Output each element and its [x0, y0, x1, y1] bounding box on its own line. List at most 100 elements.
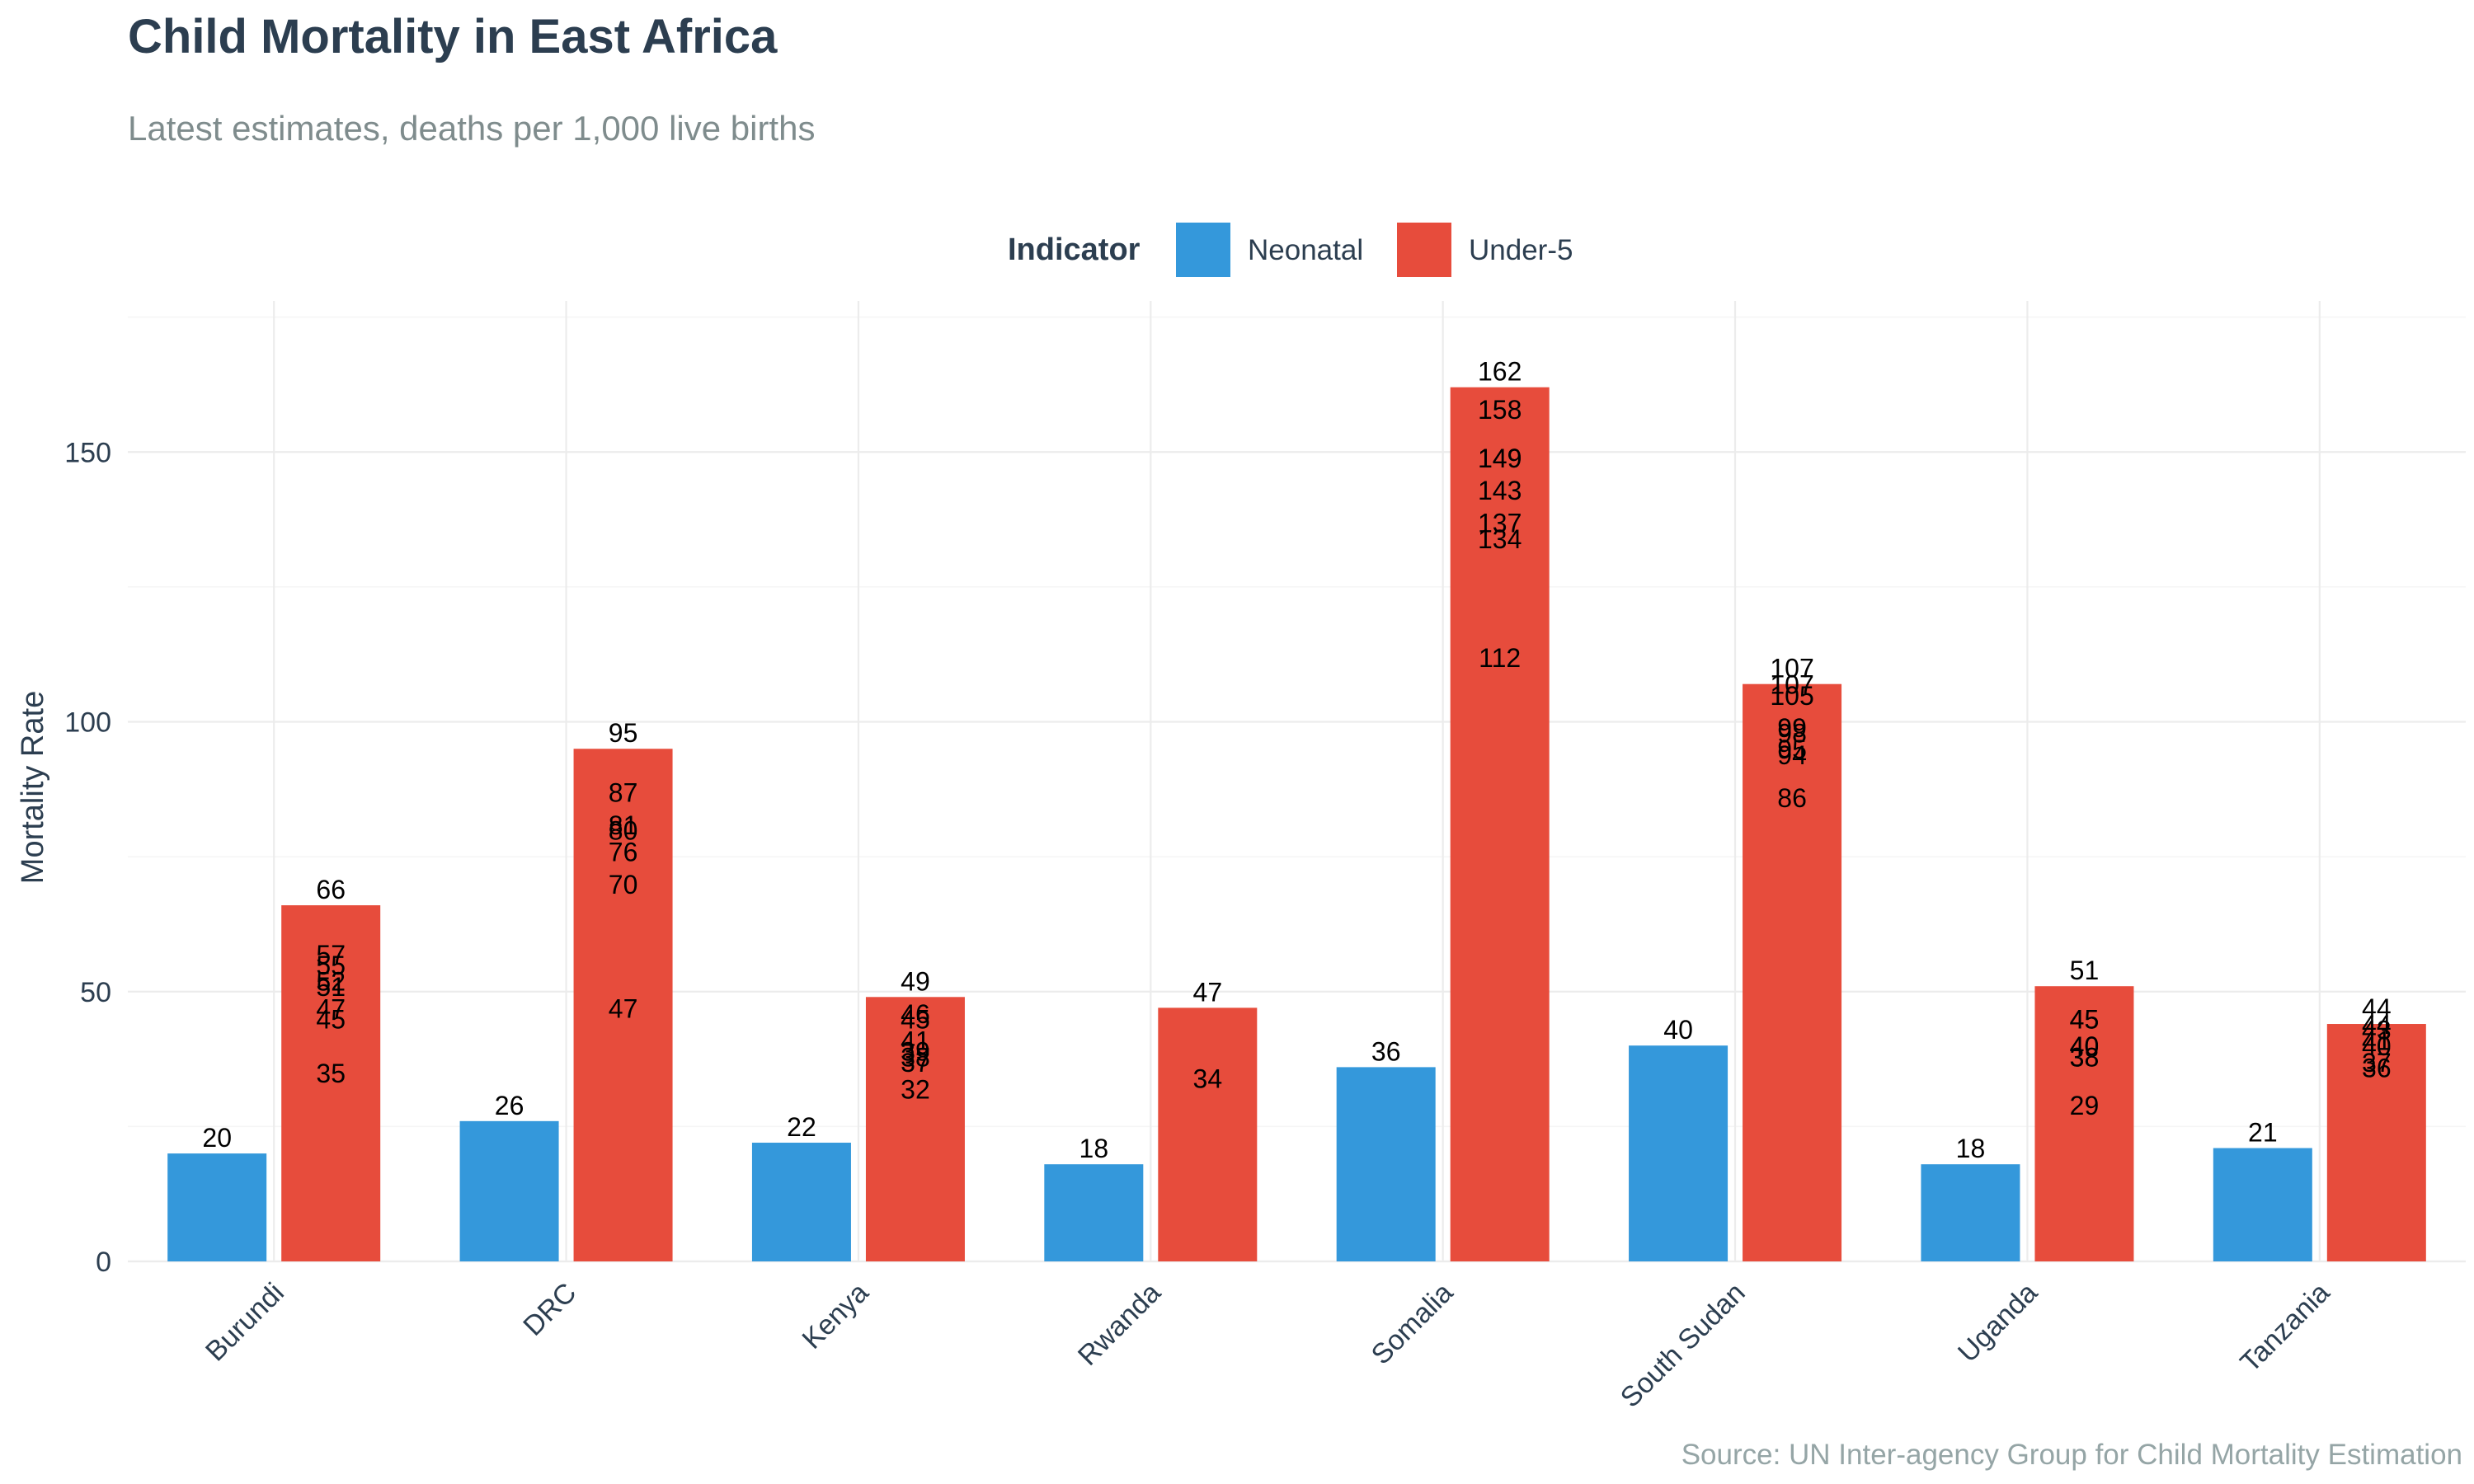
overlay-label: 95	[1777, 735, 1807, 764]
overlay-label: 51	[316, 972, 346, 1002]
legend-label-neonatal: Neonatal	[1248, 234, 1363, 266]
overlay-label: 149	[1478, 444, 1522, 473]
overlay-label: 40	[2362, 1031, 2392, 1061]
overlay-label: 87	[609, 778, 638, 808]
overlay-label: 45	[901, 1004, 930, 1034]
bar-under5-drc	[573, 749, 673, 1261]
overlay-label: 34	[1193, 1064, 1223, 1093]
overlay-label: 37	[901, 1048, 930, 1078]
bar-neonatal-somalia	[1336, 1067, 1436, 1261]
overlay-label: 29	[2070, 1091, 2100, 1120]
overlay-label: 70	[609, 870, 638, 899]
overlay-label: 76	[609, 838, 638, 867]
overlay-label: 46	[901, 999, 930, 1029]
overlay-label: 94	[1777, 740, 1807, 770]
x-tick-label: DRC	[517, 1277, 582, 1342]
bar-neonatal-burundi	[167, 1153, 267, 1261]
data-label: 36	[1371, 1036, 1401, 1066]
legend-label-under5: Under-5	[1469, 234, 1573, 266]
data-label: 20	[202, 1123, 232, 1153]
bar-neonatal-rwanda	[1044, 1164, 1144, 1261]
overlay-label: 158	[1478, 395, 1522, 425]
data-label: 51	[2070, 956, 2100, 985]
overlay-label: 36	[2362, 1053, 2392, 1082]
x-tick-label: Rwanda	[1072, 1277, 1167, 1372]
x-tick-label: Uganda	[1952, 1277, 2044, 1369]
overlay-label: 47	[316, 993, 346, 1023]
overlay-label: 134	[1478, 524, 1522, 554]
bars	[167, 387, 2426, 1261]
overlay-label: 45	[2070, 1004, 2100, 1034]
data-label: 107	[1770, 654, 1813, 683]
overlay-label: 32	[901, 1075, 930, 1105]
overlay-label: 38	[901, 1042, 930, 1072]
overlay-label: 137	[1478, 508, 1522, 538]
y-tick-label: 100	[64, 707, 111, 739]
bar-under5-south-sudan	[1743, 683, 1842, 1261]
data-label: 22	[787, 1112, 816, 1142]
overlay-label: 38	[2070, 1042, 2100, 1072]
y-tick-label: 0	[96, 1247, 111, 1278]
bar-neonatal-uganda	[1921, 1164, 2020, 1261]
data-label: 40	[1663, 1015, 1693, 1045]
chart-title: Child Mortality in East Africa	[128, 10, 778, 63]
grid	[128, 301, 2466, 1263]
bar-under5-uganda	[2034, 986, 2134, 1261]
bar-under5-kenya	[865, 997, 965, 1261]
x-tick-label: Tanzania	[2234, 1277, 2335, 1378]
data-label: 44	[2362, 993, 2392, 1023]
data-label: 162	[1478, 357, 1522, 387]
overlay-label: 35	[316, 1059, 346, 1088]
overlay-label: 45	[316, 1004, 346, 1034]
bar-neonatal-south-sudan	[1629, 1045, 1729, 1261]
data-label: 18	[1079, 1134, 1109, 1163]
bar-under5-burundi	[281, 905, 381, 1261]
overlay-label: 105	[1770, 681, 1813, 711]
data-labels: 2066575552514745352695878180767047224946…	[202, 357, 2391, 1163]
bar-under5-rwanda	[1158, 1007, 1258, 1261]
overlay-label: 98	[1777, 719, 1807, 749]
data-label: 21	[2248, 1118, 2278, 1148]
data-label: 18	[1956, 1134, 1986, 1163]
overlay-label: 39	[901, 1037, 930, 1067]
overlay-label: 40	[2070, 1031, 2100, 1061]
overlay-label: 45	[2070, 1004, 2100, 1034]
data-label: 95	[609, 718, 638, 748]
x-tick-label: South Sudan	[1615, 1277, 1752, 1414]
legend: Indicator Neonatal Under-5	[1008, 223, 1573, 277]
chart-caption: Source: UN Inter-agency Group for Child …	[1681, 1439, 2462, 1471]
legend-swatch-neonatal	[1176, 223, 1230, 277]
overlay-label: 52	[316, 967, 346, 997]
legend-swatch-under5	[1397, 223, 1451, 277]
overlay-label: 40	[2070, 1031, 2100, 1061]
overlay-label: 99	[1777, 713, 1807, 743]
overlay-label: 107	[1770, 670, 1813, 700]
x-tick-label: Kenya	[797, 1277, 875, 1355]
bar-neonatal-drc	[459, 1120, 559, 1261]
overlay-label: 43	[2362, 1016, 2392, 1045]
data-label: 47	[1193, 977, 1223, 1007]
overlay-label: 37	[2362, 1048, 2392, 1078]
overlay-label: 81	[609, 810, 638, 840]
overlay-label: 38	[2070, 1042, 2100, 1072]
overlay-label: 86	[1777, 783, 1807, 813]
overlay-label: 41	[2362, 1026, 2392, 1056]
axes: 0 50 100 150 Burundi DRC Kenya Rwanda Somalia Sou…	[64, 437, 2335, 1413]
overlay-label: 47	[609, 993, 638, 1023]
data-label: 26	[495, 1091, 524, 1120]
chart-subtitle: Latest estimates, deaths per 1,000 live …	[128, 109, 815, 148]
overlay-label: 41	[901, 1026, 930, 1056]
overlay-label: 44	[2362, 1010, 2392, 1040]
overlay-label: 149	[1478, 444, 1522, 473]
bar-neonatal-tanzania	[2213, 1148, 2312, 1261]
x-tick-label: Somalia	[1366, 1277, 1460, 1371]
bar-under5-somalia	[1450, 387, 1550, 1261]
y-tick-label: 50	[80, 977, 111, 1008]
overlay-label: 80	[609, 815, 638, 845]
bar-neonatal-kenya	[751, 1143, 851, 1261]
bar-under5-tanzania	[2326, 1024, 2426, 1261]
data-label: 49	[901, 966, 930, 996]
overlay-label: 55	[316, 951, 346, 980]
y-tick-label: 150	[64, 437, 111, 468]
